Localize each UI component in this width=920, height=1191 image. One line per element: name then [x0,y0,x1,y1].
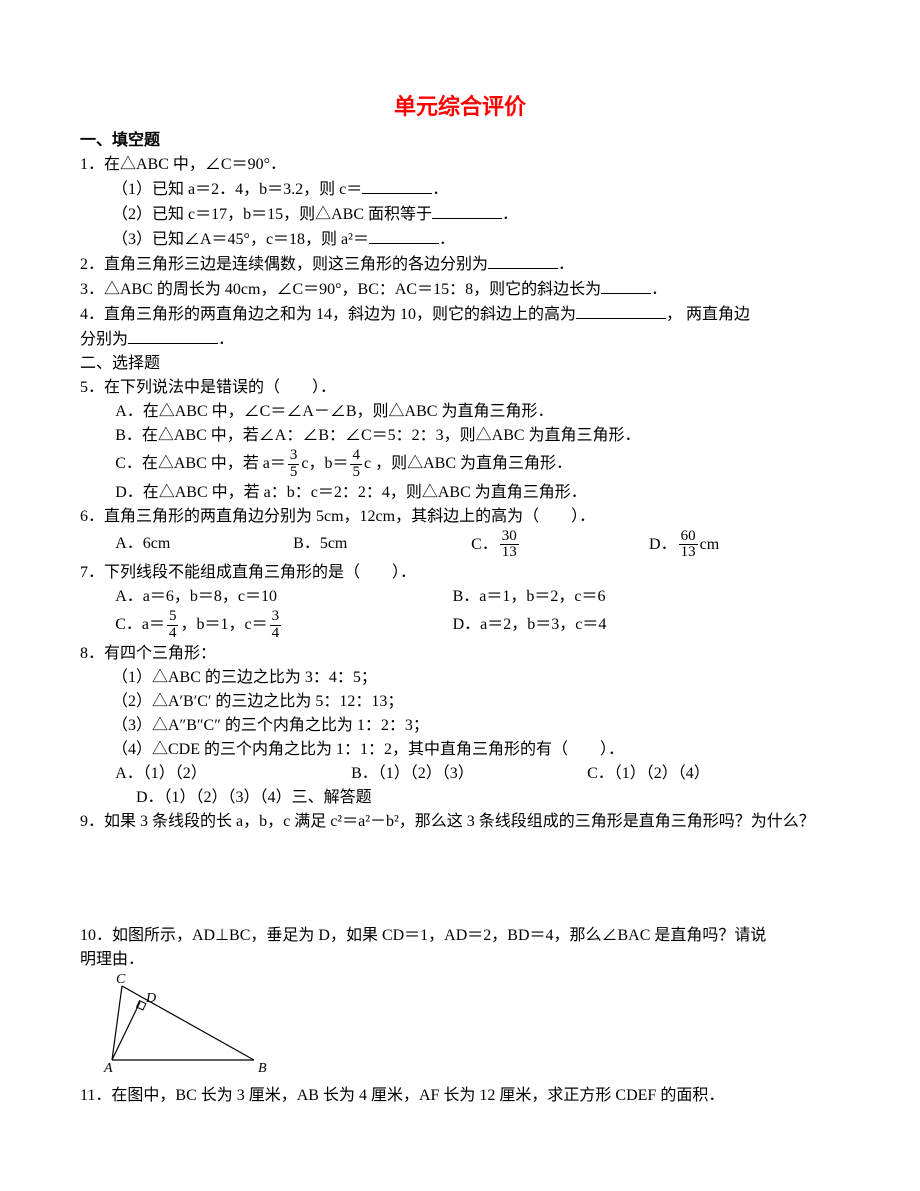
fraction: 34 [270,609,282,642]
q4-mid: ， 两直角边 [666,306,750,323]
q1-3-end: ． [439,231,455,248]
q6-d-pre: D． [649,535,677,552]
q5-b[interactable]: B．在△ABC 中，若∠A：∠B：∠C＝5：2：3，则△ABC 为直角三角形． [80,424,840,448]
frac-den: 4 [167,626,179,642]
q8-opts-row1: A．（1）（2） B．（1）（2）（3） C．（1）（2）（4） [80,762,840,786]
q6-opts: A．6cm B．5cm C．3013 D．6013cm [80,529,840,562]
q4-line2-text: 分别为 [80,331,128,348]
q7-c-pre: C．a＝ [115,616,165,633]
q8-l4: （4）△CDE 的三个内角之比为 1：1：2，其中直角三角形的有（ ）． [80,738,840,762]
q8-b[interactable]: B．（1）（2）（3） [351,762,583,786]
q8-l3: （3）△A″B″C″ 的三个内角之比为 1：2：3； [80,714,840,738]
q8-opts-row2: D．（1）（2）（3）（4）三、解答题 [80,786,840,810]
frac-num: 3 [288,448,300,465]
q7-b[interactable]: B．a＝1，b＝2，c＝6 [453,585,786,609]
q1-2-end: ． [502,206,518,223]
q4-end: ． [218,331,234,348]
fraction: 6013 [679,529,698,562]
frac-den: 13 [500,545,519,561]
frac-num: 30 [500,529,519,546]
fraction: 35 [288,448,300,481]
q8-a[interactable]: A．（1）（2） [115,762,347,786]
q10-stem: 10．如图所示，AD⊥BC，垂足为 D，如果 CD＝1，AD＝2，BD＝4，那么… [80,924,840,948]
svg-text:A: A [103,1061,113,1074]
frac-den: 5 [288,465,300,481]
svg-text:D: D [145,991,156,1006]
q2: 2．直角三角形三边是连续偶数，则这三角形的各边分别为 ． [80,252,840,277]
q6-d-unit: cm [700,535,720,552]
blank[interactable] [576,302,666,319]
q2-text: 2．直角三角形三边是连续偶数，则这三角形的各边分别为 [80,256,488,273]
q1-2-text: （2）已知 c＝17，b＝15，则△ABC 面积等于 [112,206,432,223]
q8-stem: 8．有四个三角形： [80,642,840,666]
q1-2: （2）已知 c＝17，b＝15，则△ABC 面积等于 ． [80,202,840,227]
q5-stem: 5．在下列说法中是错误的（ ）． [80,376,840,400]
blank[interactable] [432,202,502,219]
q8-l2: （2）△A′B′C′ 的三边之比为 5：12：13； [80,690,840,714]
svg-text:C: C [116,974,126,987]
q3-text: 3．△ABC 的周长为 40cm，∠C＝90°，BC：AC＝15：8，则它的斜边… [80,281,601,298]
svg-text:B: B [258,1061,267,1074]
q5-d[interactable]: D．在△ABC 中，若 a：b：c＝2：2：4，则△ABC 为直角三角形． [80,481,840,505]
q1-1-end: ． [432,181,448,198]
q1-stem: 1．在△ABC 中，∠C＝90°． [80,153,840,177]
q5-c-mid: c，b＝ [301,455,348,472]
q1-3: （3）已知∠A＝45°，c＝18，则 a²＝ ． [80,227,840,252]
q7-row1: A．a＝6，b＝8，c＝10 B．a＝1，b＝2，c＝6 [80,585,840,609]
q4-text: 4．直角三角形的两直角边之和为 14，斜边为 10，则它的斜边上的高为 [80,306,576,323]
exam-page: 单元综合评价 一、填空题 1．在△ABC 中，∠C＝90°． （1）已知 a＝2… [0,0,920,1191]
frac-den: 4 [270,626,282,642]
frac-num: 5 [167,609,179,626]
q7-stem: 7．下列线段不能组成直角三角形的是（ ）． [80,561,840,585]
blank[interactable] [601,277,651,294]
q5-c[interactable]: C．在△ABC 中，若 a＝35c，b＝45c ，则△ABC 为直角三角形． [80,448,840,481]
q6-c-pre: C． [471,535,498,552]
section-solve-inline: 三、解答题 [292,789,372,806]
frac-num: 3 [270,609,282,626]
q3-end: ． [651,281,667,298]
fraction: 45 [350,448,362,481]
page-title: 单元综合评价 [80,90,840,123]
q8-d[interactable]: D．（1）（2）（3）（4） [136,786,292,810]
q3: 3．△ABC 的周长为 40cm，∠C＝90°，BC：AC＝15：8，则它的斜边… [80,277,840,302]
q7-c-mid: ，b＝1，c＝ [180,616,267,633]
q1-1-text: （1）已知 a＝2．4，b＝3.2，则 c＝ [112,181,362,198]
blank[interactable] [369,227,439,244]
q6-c[interactable]: C．3013 [471,529,645,562]
q7-a[interactable]: A．a＝6，b＝8，c＝10 [115,585,448,609]
frac-den: 5 [350,465,362,481]
q7-c[interactable]: C．a＝54，b＝1，c＝34 [115,609,448,642]
q11: 11．在图中，BC 长为 3 厘米，AB 长为 4 厘米，AF 长为 12 厘米… [80,1084,840,1108]
frac-num: 60 [679,529,698,546]
q8-l1: （1）△ABC 的三边之比为 3：4：5； [80,666,840,690]
blank[interactable] [128,327,218,344]
q9: 9．如果 3 条线段的长 a，b，c 满足 c²＝a²－b²，那么这 3 条线段… [80,810,840,834]
q10-figure: A B C D [94,974,284,1074]
q6-a[interactable]: A．6cm [115,532,289,556]
fraction: 3013 [500,529,519,562]
frac-den: 13 [679,545,698,561]
section-choice: 二、选择题 [80,352,840,376]
blank[interactable] [362,177,432,194]
q2-end: ． [558,256,574,273]
q8-c[interactable]: C．（1）（2）（4） [587,762,819,786]
q7-row2: C．a＝54，b＝1，c＝34 D．a＝2，b＝3，c＝4 [80,609,840,642]
fraction: 54 [167,609,179,642]
q6-b[interactable]: B．5cm [293,532,467,556]
q7-d[interactable]: D．a＝2，b＝3，c＝4 [453,613,786,637]
q6-stem: 6．直角三角形的两直角边分别为 5cm，12cm，其斜边上的高为（ ）． [80,505,840,529]
q6-d[interactable]: D．6013cm [649,529,823,562]
q5-a[interactable]: A．在△ABC 中，∠C＝∠A－∠B，则△ABC 为直角三角形． [80,400,840,424]
q4: 4．直角三角形的两直角边之和为 14，斜边为 10，则它的斜边上的高为 ， 两直角… [80,302,840,327]
q5-c-post: c ，则△ABC 为直角三角形． [364,455,572,472]
q10-stem2: 明理由． [80,948,840,972]
q4-line2: 分别为 ． [80,327,840,352]
frac-num: 4 [350,448,362,465]
q1-3-text: （3）已知∠A＝45°，c＝18，则 a²＝ [112,231,369,248]
blank[interactable] [488,252,558,269]
q5-c-pre: C．在△ABC 中，若 a＝ [115,455,286,472]
answer-space-q9 [80,834,840,924]
section-fill-blank: 一、填空题 [80,129,840,153]
q1-1: （1）已知 a＝2．4，b＝3.2，则 c＝ ． [80,177,840,202]
